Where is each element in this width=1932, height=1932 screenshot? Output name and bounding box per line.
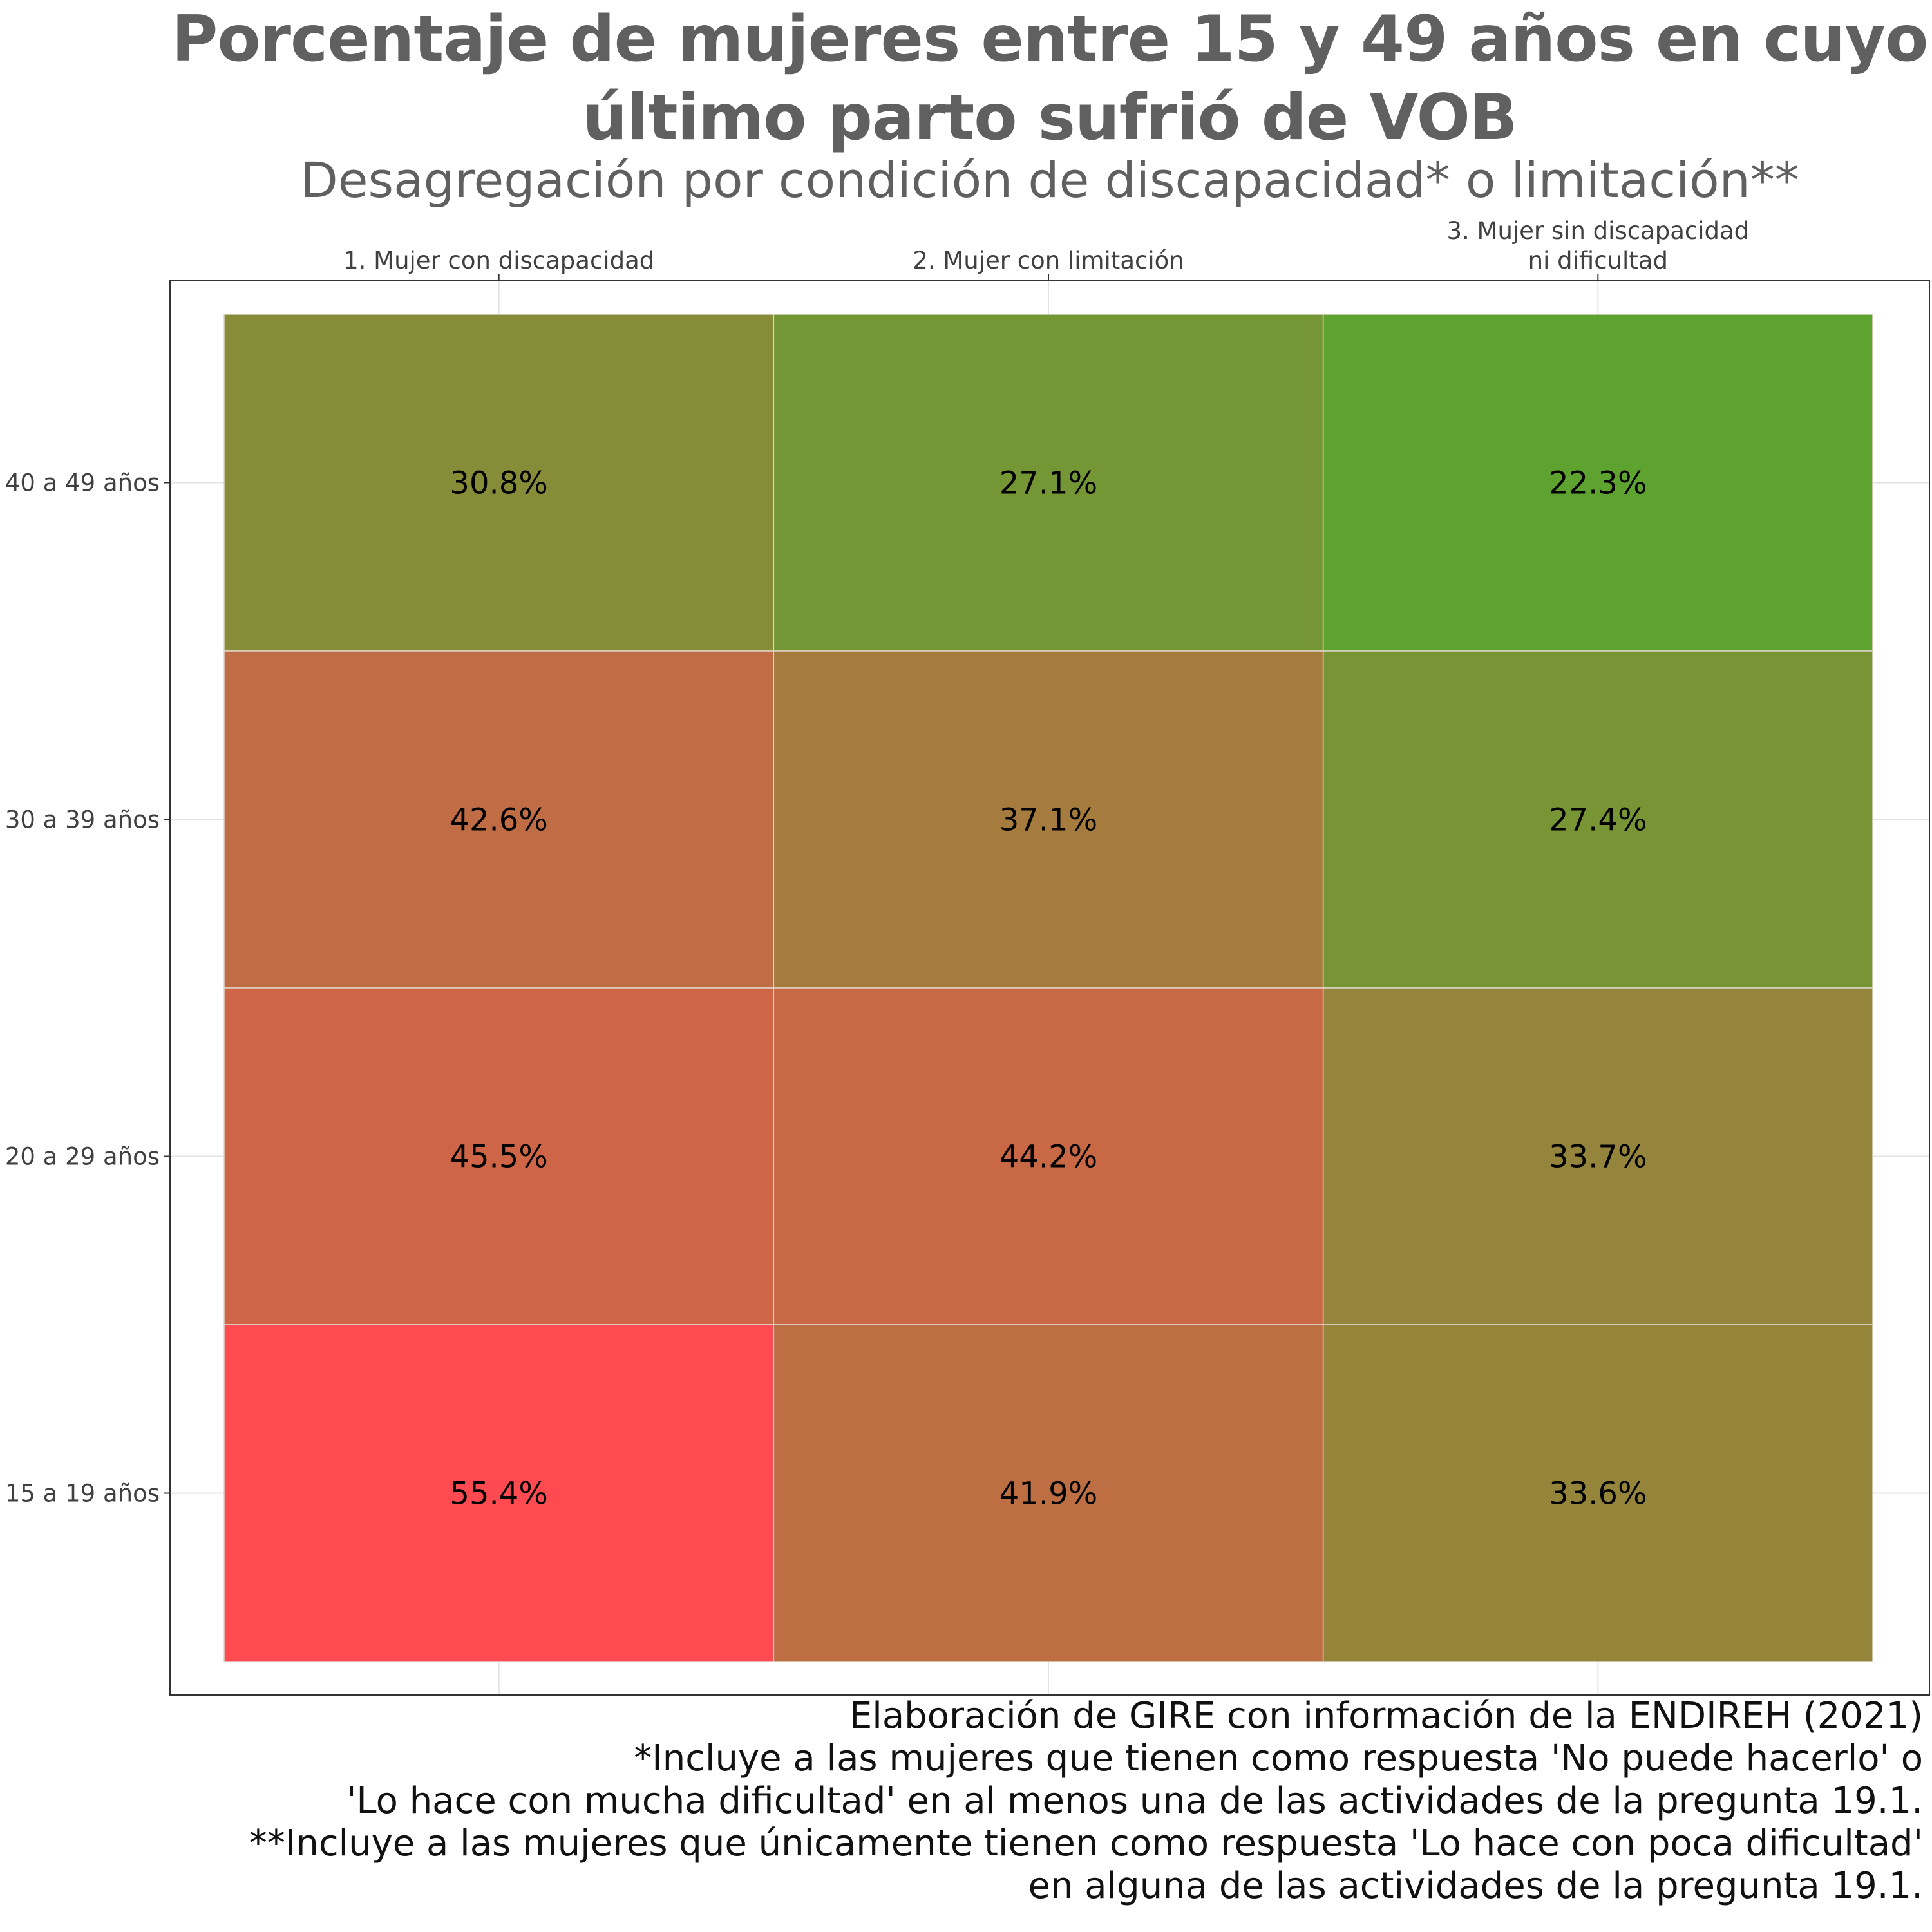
cell-value-label: 44.2% — [999, 1139, 1097, 1175]
y-axis-label: 40 a 49 años — [5, 469, 160, 497]
axes: 1. Mujer con discapacidad 2. Mujer con li… — [5, 217, 1749, 1508]
heatmap-cell — [1322, 650, 1873, 989]
x-axis-label: 3. Mujer sin discapacidad ni dificultad — [1446, 217, 1749, 274]
caption-line-note-4: en alguna de las actividades de la pregu… — [1028, 1865, 1923, 1907]
heatmap-cell — [1322, 1324, 1873, 1662]
heatmap-cell — [223, 987, 775, 1325]
cell-value-label: 22.3% — [1549, 466, 1647, 502]
cell-value-label: 30.8% — [450, 466, 547, 502]
chart-title-line-2: último parto sufrió de VOB — [582, 81, 1517, 155]
y-axis-label: 20 a 29 años — [5, 1143, 160, 1171]
heatmap-cell — [223, 314, 775, 652]
heatmap-cells — [223, 314, 1873, 1662]
heatmap-cell — [1322, 314, 1873, 652]
caption-line-note-1: *Incluye a las mujeres que tienen como r… — [634, 1738, 1923, 1779]
cell-value-label: 27.4% — [1549, 802, 1647, 838]
chart-title: Porcentaje de mujeres entre 15 y 49 años… — [167, 0, 1932, 157]
cell-value-label: 55.4% — [450, 1476, 547, 1512]
y-axis-label: 15 a 19 años — [5, 1480, 160, 1508]
y-axis-label: 30 a 39 años — [5, 806, 160, 834]
caption-line-note-3: **Incluye a las mujeres que únicamente t… — [249, 1823, 1923, 1864]
heatmap-cell — [773, 650, 1324, 989]
chart-title-line-1: Porcentaje de mujeres entre 15 y 49 años… — [171, 3, 1929, 76]
cell-labels: 30.8% 27.1% 22.3% 42.6% 37.1% 27.4% 45.5% 44.2%… — [450, 466, 1647, 1512]
chart-subtitle: Desagregación por condición de discapaci… — [300, 151, 1799, 209]
cell-value-label: 42.6% — [450, 802, 547, 838]
heatmap-cell — [1322, 987, 1873, 1325]
cell-value-label: 37.1% — [999, 802, 1097, 838]
cell-value-label: 41.9% — [999, 1476, 1097, 1512]
caption-line-note-2: 'Lo hace con mucha dificultad' en al men… — [346, 1780, 1923, 1822]
caption-line-source: Elaboración de GIRE con información de l… — [849, 1695, 1923, 1737]
cell-value-label: 33.6% — [1549, 1476, 1647, 1512]
x-axis-label: 1. Mujer con discapacidad — [343, 247, 654, 274]
heatmap-cell — [223, 650, 775, 989]
cell-value-label: 27.1% — [999, 466, 1097, 502]
caption: Elaboración de GIRE con información de l… — [55, 1695, 1923, 1908]
heatmap-cell — [773, 1324, 1324, 1662]
panel-border — [169, 280, 1930, 1696]
x-axis-label: 2. Mujer con limitación — [913, 247, 1184, 274]
heatmap-cell — [773, 987, 1324, 1325]
cell-value-label: 33.7% — [1549, 1139, 1647, 1175]
heatmap-cell — [223, 1324, 775, 1662]
cell-value-label: 45.5% — [450, 1139, 547, 1175]
